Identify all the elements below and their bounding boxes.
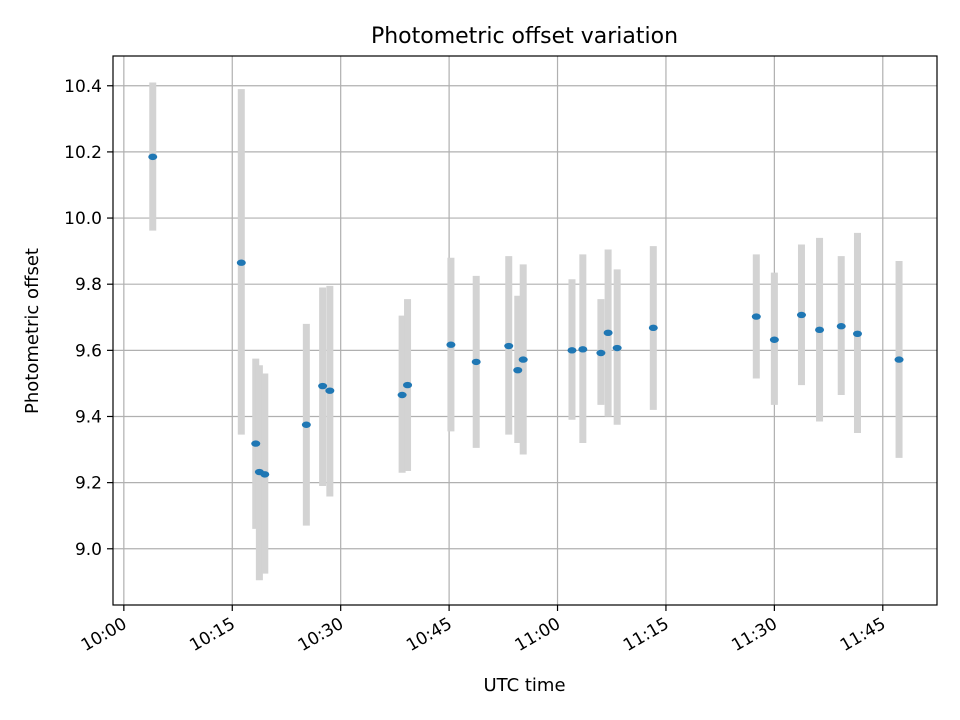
data-point	[836, 323, 846, 330]
data-point	[471, 358, 481, 366]
data-point	[301, 421, 311, 428]
x-axis-ticks: 10:00 10:15 10:30 10:45 11:00 11:15 11:30 11:45	[78, 605, 889, 656]
chart-title: Photometric offset variation	[371, 24, 678, 49]
data-point	[148, 153, 158, 161]
data-point	[397, 391, 407, 399]
data-point	[751, 313, 761, 320]
y-axis-label: Photometric offset	[22, 248, 43, 414]
data-points	[148, 153, 904, 478]
data-point	[894, 356, 904, 363]
x-tick-label: 11:45	[837, 614, 889, 656]
y-tick-label: 9.2	[75, 474, 102, 494]
data-point	[603, 329, 613, 337]
data-point	[325, 387, 335, 394]
y-tick-label: 10.4	[64, 77, 102, 97]
data-point	[251, 440, 261, 447]
x-tick-label: 11:15	[620, 614, 672, 656]
data-point	[318, 382, 328, 390]
x-tick-label: 10:45	[403, 614, 455, 656]
y-tick-label: 10.0	[64, 209, 102, 229]
data-point	[796, 311, 806, 319]
y-tick-label: 9.8	[75, 275, 102, 295]
error-bars	[149, 82, 903, 581]
data-point	[236, 259, 246, 266]
data-point	[504, 342, 514, 350]
data-point	[567, 347, 577, 354]
data-point	[612, 344, 622, 352]
x-tick-label: 10:15	[186, 614, 238, 656]
data-point	[513, 366, 523, 374]
data-point	[852, 330, 862, 338]
data-point	[769, 336, 779, 343]
x-tick-label: 10:00	[78, 614, 130, 656]
y-tick-label: 9.0	[75, 540, 102, 560]
data-point	[446, 341, 456, 348]
y-tick-label: 9.6	[75, 341, 102, 361]
data-point	[596, 349, 606, 357]
plot-frame	[112, 55, 938, 606]
data-point	[518, 356, 528, 363]
y-tick-label: 10.2	[64, 143, 102, 163]
x-tick-label: 10:30	[295, 614, 347, 656]
data-point	[815, 326, 825, 334]
data-point	[403, 381, 413, 389]
data-point	[648, 324, 658, 332]
x-tick-label: 11:00	[512, 614, 564, 656]
data-point	[578, 346, 588, 353]
x-tick-label: 11:30	[728, 614, 780, 656]
y-tick-label: 9.4	[75, 407, 102, 427]
y-axis-ticks: 9.0 9.2 9.4 9.6 9.8 10.0 10.2 10.4	[64, 77, 113, 560]
x-axis-label: UTC time	[483, 675, 565, 696]
data-point	[260, 471, 270, 478]
